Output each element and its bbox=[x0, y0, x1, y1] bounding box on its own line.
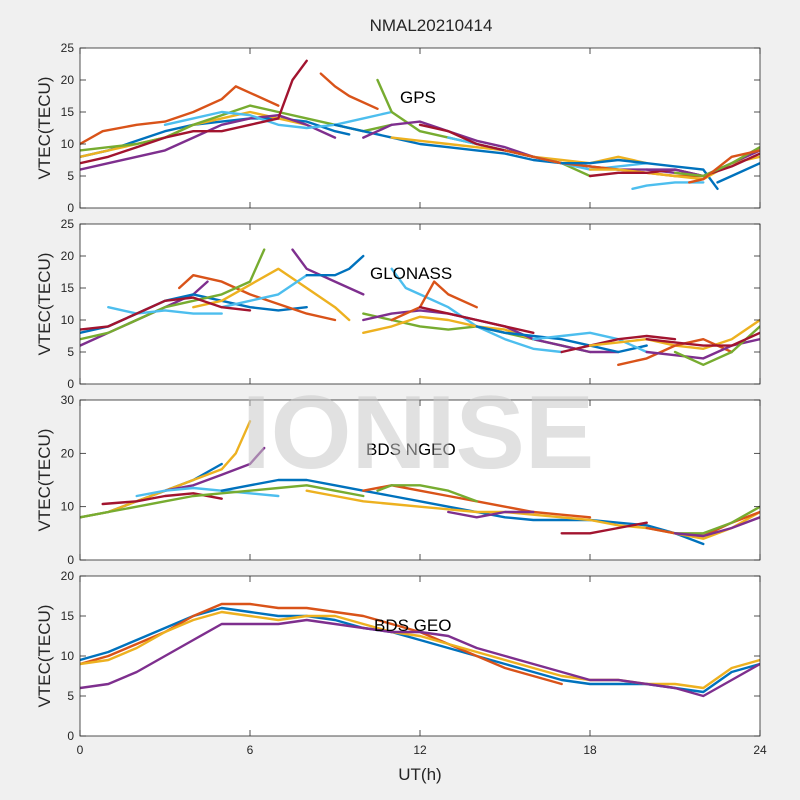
y-tick-label: 10 bbox=[61, 500, 75, 514]
series-group bbox=[80, 420, 760, 546]
x-axis-label: UT(h) bbox=[398, 765, 441, 784]
watermark-text: IONISE bbox=[242, 375, 595, 491]
x-tick-label: 18 bbox=[583, 743, 597, 757]
system-label: GLONASS bbox=[370, 264, 452, 283]
y-tick-label: 0 bbox=[67, 201, 74, 215]
y-tick-label: 20 bbox=[61, 73, 75, 87]
series-group bbox=[80, 59, 760, 190]
y-axis-label: VTEC(TECU) bbox=[35, 253, 54, 356]
series-line-12 bbox=[560, 521, 648, 535]
series-line-22 bbox=[688, 149, 760, 184]
series-line-9 bbox=[319, 72, 379, 110]
series-line-8 bbox=[333, 123, 592, 168]
y-tick-label: 15 bbox=[61, 105, 75, 119]
subplot-2: 0 5 10 15 20 25 VTEC(TECU) GLONASS bbox=[35, 217, 761, 391]
y-tick-label: 20 bbox=[61, 249, 75, 263]
series-line-17 bbox=[475, 325, 648, 354]
y-tick-label: 10 bbox=[61, 137, 75, 151]
x-tick-label: 24 bbox=[753, 743, 767, 757]
series-line-16 bbox=[560, 158, 719, 190]
series-group bbox=[80, 248, 760, 366]
series-line-10 bbox=[376, 484, 478, 503]
subplot-1: 0 5 10 15 20 25 VTEC(TECU) GPS bbox=[35, 41, 761, 215]
y-tick-label: 25 bbox=[61, 41, 75, 55]
y-tick-label: 5 bbox=[67, 345, 74, 359]
y-axis-label: VTEC(TECU) bbox=[35, 605, 54, 708]
series-line-6 bbox=[192, 267, 351, 322]
figure-title: NMAL20210414 bbox=[370, 16, 493, 35]
system-label: GPS bbox=[400, 88, 436, 107]
series-line-15 bbox=[673, 516, 760, 538]
plot-area bbox=[80, 576, 760, 736]
series-line-3 bbox=[178, 274, 337, 322]
series-line-14 bbox=[673, 505, 760, 535]
y-tick-label: 25 bbox=[61, 217, 75, 231]
y-tick-label: 0 bbox=[67, 553, 74, 567]
system-label: BDS NGEO bbox=[366, 440, 456, 459]
y-tick-label: 5 bbox=[67, 689, 74, 703]
y-tick-label: 20 bbox=[61, 446, 75, 460]
y-axis-label: VTEC(TECU) bbox=[35, 429, 54, 532]
subplot-3: 0 10 20 30 VTEC(TECU) BDS NGEO bbox=[35, 393, 761, 567]
series-line-15 bbox=[390, 280, 478, 322]
y-tick-label: 15 bbox=[61, 609, 75, 623]
x-tick-label: 12 bbox=[413, 743, 427, 757]
series-line-16 bbox=[418, 306, 535, 334]
series-line-23 bbox=[716, 162, 760, 184]
series-line-7 bbox=[220, 478, 705, 546]
series-group bbox=[80, 602, 760, 698]
subplot-panels: 0 5 10 15 20 25 VTEC(TECU) GPS 0 5 10 15 20 25 VTEC(TE… bbox=[35, 41, 767, 757]
series-line-2 bbox=[80, 85, 280, 146]
series-line-6 bbox=[80, 484, 365, 519]
y-tick-label: 30 bbox=[61, 393, 75, 407]
plot-area bbox=[80, 48, 760, 208]
series-line-8 bbox=[80, 296, 252, 331]
series-line-3 bbox=[163, 446, 266, 492]
series-line-6 bbox=[163, 110, 393, 130]
y-tick-label: 15 bbox=[61, 281, 75, 295]
series-line-11 bbox=[447, 510, 535, 519]
series-line-5 bbox=[135, 486, 280, 498]
series-line-4 bbox=[80, 248, 266, 341]
series-line-7 bbox=[220, 274, 308, 309]
series-line-13 bbox=[362, 315, 535, 341]
y-tick-label: 10 bbox=[61, 313, 75, 327]
y-tick-label: 0 bbox=[67, 729, 74, 743]
x-tick-label: 0 bbox=[77, 743, 84, 757]
series-line-21 bbox=[673, 146, 760, 178]
y-tick-label: 5 bbox=[67, 169, 74, 183]
series-line-18 bbox=[532, 331, 648, 354]
series-line-10 bbox=[305, 254, 365, 277]
series-line-4 bbox=[80, 618, 760, 698]
series-line-7 bbox=[80, 59, 308, 165]
y-tick-label: 10 bbox=[61, 649, 75, 663]
y-axis-label: VTEC(TECU) bbox=[35, 77, 54, 180]
series-line-21 bbox=[617, 338, 733, 366]
series-line-19 bbox=[560, 334, 677, 354]
y-tick-label: 0 bbox=[67, 377, 74, 391]
y-tick-label: 20 bbox=[61, 569, 75, 583]
subplot-4: 0 5 10 15 20 0 6 12 18 24 VTEC(TECU) BDS GEO bbox=[35, 569, 767, 757]
x-tick-label: 6 bbox=[247, 743, 254, 757]
system-label: BDS GEO bbox=[374, 616, 451, 635]
series-line-5 bbox=[107, 306, 223, 315]
series-line-24 bbox=[645, 331, 760, 347]
